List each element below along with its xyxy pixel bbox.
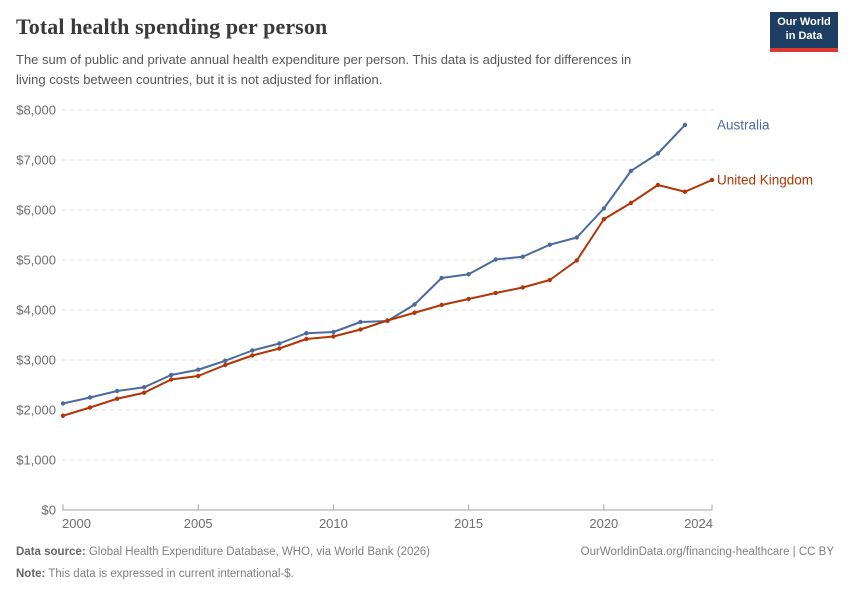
footer-datasource-text: Global Health Expenditure Database, WHO,… (85, 546, 430, 558)
united-kingdom-point-2015[interactable] (466, 296, 471, 302)
united-kingdom-point-2002[interactable] (114, 396, 120, 401)
australia-point-2005[interactable] (196, 367, 201, 372)
united-kingdom-point-2012[interactable] (385, 318, 390, 323)
y-tick-label-5000: $5,000 (16, 253, 56, 268)
y-tick-label-3000: $3,000 (16, 353, 56, 368)
x-tick-label-2000: 2000 (62, 516, 91, 531)
united-kingdom-point-2008[interactable] (277, 346, 282, 351)
y-tick-label-8000: $8,000 (16, 103, 56, 118)
line-chart[interactable]: $0 $1,000 $2,000 $3,000 $4,000 $5,000 $6,000 $7… (0, 92, 850, 542)
footer-datasource: Data source: Global Health Expenditure D… (16, 544, 430, 561)
chart-subtitle-line-2: living costs between countries, but it i… (16, 71, 383, 87)
australia-point-2017[interactable] (520, 254, 525, 259)
footer-note-label: Note: (16, 567, 46, 580)
x-tick-label-2015: 2015 (454, 516, 483, 531)
australia-point-2010[interactable] (331, 329, 336, 335)
united-kingdom-point-2005[interactable] (196, 373, 201, 379)
chart-subtitle-line-1: The sum of public and private annual hea… (16, 52, 632, 67)
australia-legend-label[interactable]: Australia (717, 118, 770, 133)
united-kingdom-point-2014[interactable] (439, 302, 444, 308)
australia-point-2018[interactable] (547, 242, 552, 247)
australia-point-2008[interactable] (277, 341, 282, 346)
australia-point-2022[interactable] (655, 151, 661, 156)
united-kingdom-point-2000[interactable] (60, 413, 66, 418)
footer-link[interactable]: OurWorldinData.org/financing-healthcare … (580, 546, 834, 558)
australia-point-2000[interactable] (60, 401, 66, 406)
australia-point-2001[interactable] (87, 395, 93, 400)
australia-line[interactable] (62, 124, 686, 405)
australia-point-2016[interactable] (493, 257, 498, 262)
y-tick-label-7000: $7,000 (16, 153, 56, 168)
y-tick-label-1000: $1,000 (16, 453, 56, 468)
united-kingdom-point-2019[interactable] (574, 258, 579, 263)
chart-subtitle: The sum of public and private annual hea… (16, 50, 761, 89)
australia-point-2007[interactable] (250, 348, 255, 353)
united-kingdom-point-2024[interactable] (709, 177, 715, 183)
australia-point-2011[interactable] (358, 319, 363, 325)
australia-point-2015[interactable] (466, 272, 471, 277)
united-kingdom-point-2021[interactable] (628, 200, 634, 206)
united-kingdom-point-2023[interactable] (682, 189, 688, 194)
united-kingdom-point-2018[interactable] (547, 277, 552, 283)
x-tick-label-2024: 2024 (684, 516, 713, 531)
united-kingdom-point-2007[interactable] (250, 353, 255, 358)
australia-point-2004[interactable] (168, 372, 174, 378)
australia-point-2021[interactable] (628, 168, 634, 174)
united-kingdom-point-2013[interactable] (412, 310, 417, 315)
footer-note-text: This data is expressed in current intern… (45, 567, 294, 580)
chart-title: Total health spending per person (16, 14, 328, 39)
united-kingdom-point-2010[interactable] (331, 334, 336, 339)
united-kingdom-point-2022[interactable] (655, 182, 661, 188)
y-tick-label-4000: $4,000 (16, 303, 56, 318)
australia-point-2020[interactable] (601, 206, 607, 211)
australia-point-2003[interactable] (141, 385, 147, 390)
x-tick-label-2005: 2005 (184, 516, 213, 531)
australia-point-2019[interactable] (574, 235, 579, 240)
owid-logo-line-2: in Data (785, 30, 823, 42)
australia-point-2014[interactable] (439, 275, 444, 281)
united-kingdom-point-2006[interactable] (223, 362, 228, 368)
footer-datasource-label: Data source: (16, 546, 86, 558)
x-tick-label-2010: 2010 (319, 516, 348, 531)
australia-point-2009[interactable] (304, 331, 309, 336)
australia-point-2023[interactable] (682, 122, 688, 128)
chart-footer: Data source: Global Health Expenditure D… (16, 544, 834, 582)
united-kingdom-point-2004[interactable] (168, 377, 174, 382)
y-tick-label-6000: $6,000 (16, 203, 56, 218)
x-tick-label-2020: 2020 (589, 516, 618, 531)
united-kingdom-point-2011[interactable] (358, 327, 363, 332)
united-kingdom-point-2017[interactable] (520, 285, 525, 290)
y-tick-label-0: $0 (42, 503, 56, 518)
united-kingdom-point-2003[interactable] (141, 390, 147, 395)
australia-point-2006[interactable] (223, 358, 228, 363)
united-kingdom-point-2016[interactable] (493, 290, 498, 296)
chart-header: Total health spending per person The sum… (16, 14, 761, 89)
australia-point-2013[interactable] (412, 302, 417, 307)
united-kingdom-legend-label[interactable]: United Kingdom (717, 173, 813, 188)
owid-logo[interactable]: Our World in Data (770, 12, 838, 52)
united-kingdom-point-2001[interactable] (87, 405, 93, 410)
owid-logo-line-1: Our World (777, 16, 831, 29)
australia-point-2002[interactable] (114, 388, 120, 394)
footer-note: Note: This data is expressed in current … (16, 566, 834, 583)
united-kingdom-point-2009[interactable] (304, 336, 309, 342)
united-kingdom-point-2020[interactable] (601, 217, 607, 222)
y-tick-label-2000: $2,000 (16, 403, 56, 418)
